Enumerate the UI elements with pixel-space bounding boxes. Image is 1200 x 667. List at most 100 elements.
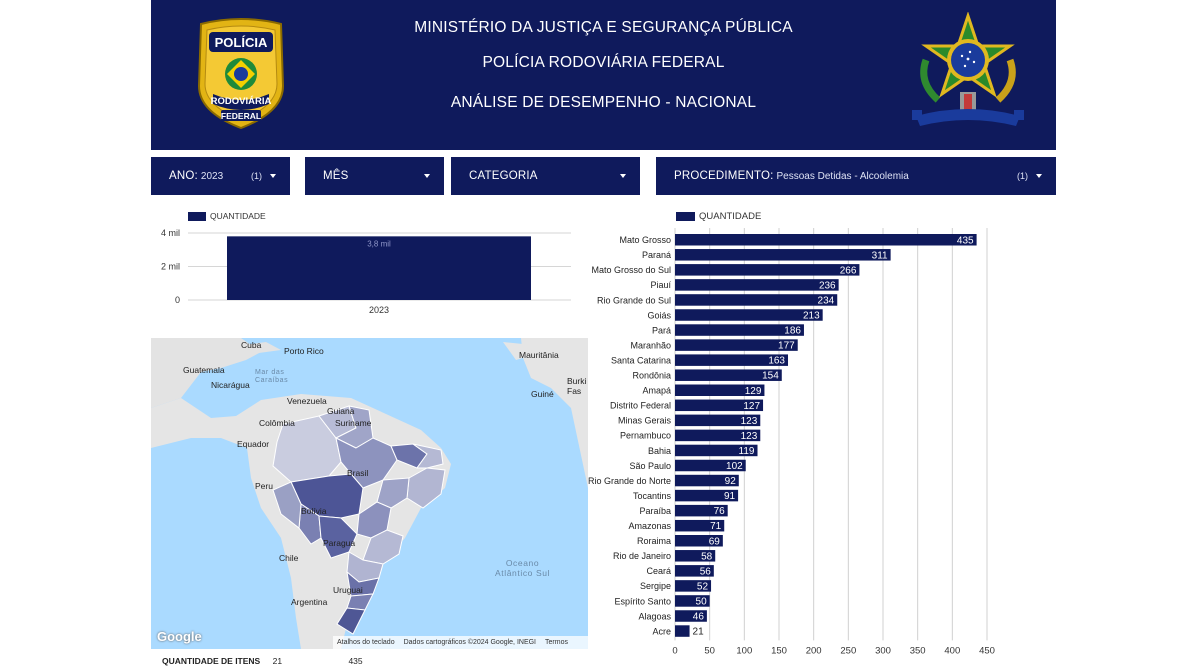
filter-ano-count: (1)	[251, 171, 262, 181]
map-label-guine: Guiné	[531, 389, 554, 399]
map-attribution-bar: Atalhos do teclado Dados cartográficos ©…	[333, 636, 588, 649]
map-label-bolivia: Bolívia	[301, 506, 327, 516]
state-bar-value: 127	[743, 401, 760, 412]
state-bar-value: 234	[818, 295, 835, 306]
state-bar	[675, 504, 728, 517]
state-bar	[675, 399, 764, 412]
state-label: Mato Grosso	[619, 235, 671, 245]
map-label-mauritania: Mauritânia	[519, 350, 559, 360]
filter-procedimento-value: Pessoas Detidas - Alcoolemia	[776, 170, 909, 182]
state-bar-value: 435	[957, 235, 974, 246]
state-bar	[675, 595, 710, 607]
state-bar-value: 154	[762, 371, 779, 382]
state-bar	[675, 414, 761, 427]
footer-total: 435	[348, 656, 363, 666]
state-bar	[675, 429, 761, 442]
state-bar	[675, 610, 707, 622]
map-label-guatemala: Guatemala	[183, 365, 225, 375]
state-label: Paraíba	[639, 506, 671, 516]
state-bar-value: 58	[701, 551, 713, 562]
state-bar	[675, 444, 758, 457]
state-bar-value: 123	[741, 416, 758, 427]
state-bar	[675, 489, 739, 502]
terms-link[interactable]: Termos	[545, 639, 568, 646]
brazil-choropleth-map[interactable]: Cuba Porto Rico Mauritânia Guatemala Mar…	[151, 338, 588, 649]
filter-categoria-label: CATEGORIA	[469, 170, 538, 182]
state-label: Santa Catarina	[611, 355, 671, 365]
state-bar-value: 91	[724, 491, 736, 502]
year-bar-data-label: 3,8 mil	[367, 239, 391, 248]
filter-mes-label: MÊS	[323, 170, 349, 182]
state-chart-x-tick: 100	[736, 645, 752, 656]
state-bar	[675, 234, 977, 246]
google-logo: Google	[157, 629, 202, 644]
state-bar	[675, 550, 716, 562]
map-label-equador: Equador	[237, 439, 270, 449]
year-bar-chart: 0 2 mil 4 mil 3,8 mil 2023	[161, 228, 571, 315]
state-label: Minas Gerais	[618, 416, 672, 426]
state-bar	[675, 264, 860, 276]
state-bar	[675, 324, 804, 336]
prf-badge-logo: POLÍCIA RODOVIÁRIA FEDERAL	[197, 18, 285, 130]
filter-procedimento-dropdown[interactable]: PROCEDIMENTO: Pessoas Detidas - Alcoolem…	[656, 157, 1056, 195]
filter-mes-dropdown[interactable]: MÊS	[305, 157, 444, 195]
map-label-burkina: Burki Fas	[567, 376, 587, 396]
state-bar-value: 129	[745, 386, 762, 397]
state-chart-x-tick: 300	[875, 645, 891, 656]
map-label-nicaragua: Nicarágua	[211, 380, 250, 390]
state-label: Rondônia	[632, 371, 671, 381]
state-bar	[675, 565, 714, 577]
state-bar-value: 186	[784, 326, 801, 337]
state-label: Sergipe	[640, 581, 671, 591]
state-bar	[675, 279, 839, 291]
state-bar	[675, 369, 782, 381]
map-label-cuba: Cuba	[241, 340, 262, 350]
filter-ano-value: 2023	[200, 170, 224, 182]
state-bar-value: 236	[819, 280, 836, 291]
agency-title: POLÍCIA RODOVIÁRIA FEDERAL	[482, 54, 725, 71]
state-bar-value: 46	[693, 612, 705, 623]
keyboard-shortcuts-link[interactable]: Atalhos do teclado	[337, 639, 395, 646]
map-label-uruguai: Uruguai	[333, 585, 363, 595]
footer-summary: QUANTIDADE DE ITENS 21 435	[162, 656, 363, 666]
map-label-paraguai: Paragua	[323, 538, 356, 548]
year-chart-y-tick: 4 mil	[161, 228, 180, 238]
year-bar-2023	[227, 236, 531, 300]
state-bar	[675, 625, 690, 637]
state-bar	[675, 519, 725, 532]
chevron-down-icon	[1036, 174, 1042, 178]
state-label: Paraná	[642, 250, 671, 260]
state-bar	[675, 339, 798, 351]
state-bar	[675, 535, 723, 547]
state-label: Alagoas	[638, 611, 671, 621]
ministry-title: MINISTÉRIO DA JUSTIÇA E SEGURANÇA PÚBLIC…	[414, 19, 793, 36]
map-base-shapes	[151, 338, 588, 649]
state-bar-value: 163	[768, 356, 785, 367]
map-label-brasil: Brasil	[347, 468, 369, 478]
state-chart-x-tick: 250	[840, 645, 856, 656]
state-chart-x-tick: 0	[672, 645, 677, 656]
year-chart-x-tick: 2023	[369, 305, 389, 315]
state-bar-value: 266	[840, 265, 857, 276]
state-bar-value: 56	[700, 566, 712, 577]
state-label: Rio Grande do Sul	[597, 295, 671, 305]
filter-procedimento-label: PROCEDIMENTO:	[674, 170, 774, 182]
filter-categoria-dropdown[interactable]: CATEGORIA	[451, 157, 640, 195]
year-chart-legend-swatch	[188, 212, 206, 221]
filter-ano-dropdown[interactable]: ANO: 2023 (1)	[151, 157, 290, 195]
year-chart-y-tick: 0	[175, 295, 180, 305]
state-chart-x-tick: 450	[979, 645, 995, 656]
state-label: Amazonas	[628, 521, 671, 531]
state-label: Pará	[652, 325, 671, 335]
state-chart-legend-label: QUANTIDADE	[699, 211, 762, 222]
map-label-suriname: Suriname	[335, 418, 372, 428]
state-label: Amapá	[642, 386, 671, 396]
filter-procedimento-count: (1)	[1017, 171, 1028, 181]
state-bar	[675, 309, 823, 321]
state-bar	[675, 354, 789, 366]
chevron-down-icon	[424, 174, 430, 178]
state-bar-value: 311	[872, 250, 888, 261]
state-bar	[675, 249, 891, 261]
map-label-mar-caraibas: Mar das Caraíbas	[255, 369, 289, 384]
state-bar	[675, 580, 712, 592]
